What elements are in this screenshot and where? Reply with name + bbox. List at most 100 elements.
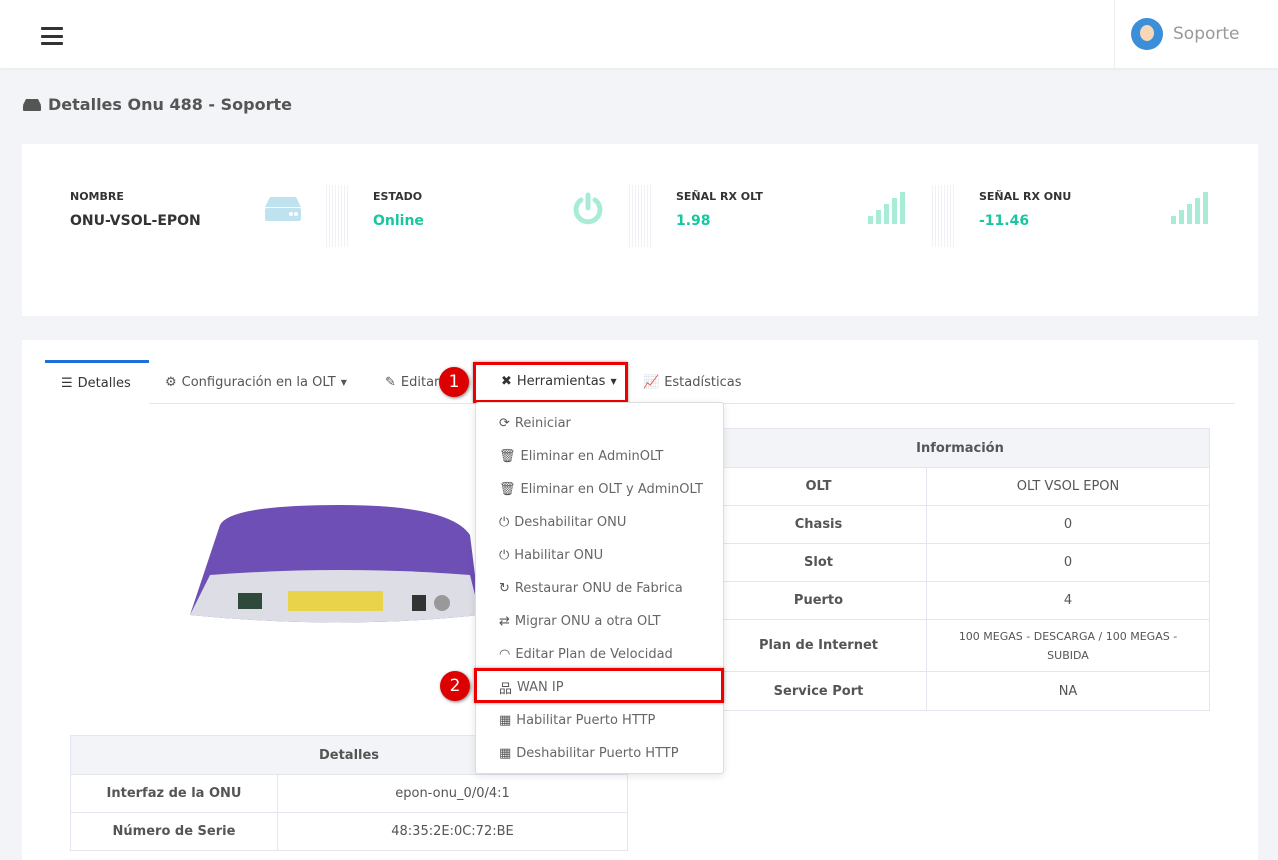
menu-item-label: Reiniciar [514, 416, 571, 431]
row-value: 4 [926, 581, 1210, 620]
row-value: 48:35:2E:0C:72:BE [277, 812, 628, 851]
menu-item-migrar-onu-a-otra-olt[interactable]: ⇄ Migrar ONU a otra OLT [476, 605, 723, 638]
tab-bar: ☰ Detalles ⚙ Configuración en la OLT ▼ ✎ Edi… [45, 360, 1235, 404]
power-icon [573, 192, 603, 225]
hdd-icon [265, 197, 301, 221]
exchange-icon: ⇄ [499, 614, 510, 629]
row-value: NA [926, 671, 1210, 711]
signal-icon [868, 192, 905, 224]
table-row: Chasis 0 [710, 505, 1210, 544]
menu-item-restaurar-onu-de-fabrica[interactable]: ↻ Restaurar ONU de Fabrica [476, 572, 723, 605]
row-key: Service Port [710, 671, 927, 711]
tab-detalles[interactable]: ☰ Detalles [45, 360, 149, 404]
menu-item-deshabilitar-puerto-http[interactable]: ▦ Deshabilitar Puerto HTTP [476, 737, 723, 770]
row-value: 0 [926, 543, 1210, 582]
redo-icon: ↻ [499, 581, 510, 596]
menu-item-deshabilitar-onu[interactable]: ⏻ Deshabilitar ONU [476, 506, 723, 539]
menu-item-label: Editar Plan de Velocidad [515, 647, 673, 662]
tab-label: Herramientas [516, 374, 606, 389]
tab-label: Estadísticas [664, 374, 742, 390]
power-icon: ⏻ [499, 515, 510, 530]
hdd-icon [23, 98, 41, 111]
menu-item-eliminar-en-olt-y-adminolt[interactable]: 🗑 Eliminar en OLT y AdminOLT [476, 473, 723, 506]
menu-item-label: Eliminar en AdminOLT [520, 449, 664, 464]
menu-icon[interactable] [41, 27, 63, 45]
menu-item-eliminar-en-adminolt[interactable]: 🗑 Eliminar en AdminOLT [476, 440, 723, 473]
stat-nombre: NOMBRE ONU-VSOL-EPON [70, 190, 330, 229]
chart-line-icon: 📈 [643, 374, 660, 390]
table-row: Service Port NA [710, 671, 1210, 711]
divider [932, 185, 954, 247]
caret-down-icon: ▼ [610, 377, 617, 386]
ethernet-icon: ▦ [499, 713, 512, 728]
power-icon: ⏻ [499, 548, 510, 563]
tab-label: Detalles [77, 376, 131, 391]
page-title-text: Detalles Onu 488 - Soporte [48, 95, 292, 114]
table-row: Interfaz de la ONU epon-onu_0/0/4:1 [70, 774, 628, 813]
row-key: OLT [710, 467, 927, 506]
stat-label: NOMBRE [70, 190, 124, 203]
table-row: OLT OLT VSOL EPON [710, 467, 1210, 506]
wifi-icon: ◠ [499, 647, 511, 662]
stat-value: ONU-VSOL-EPON [70, 213, 201, 229]
tab-label: Configuración en la OLT [181, 374, 336, 390]
page-title: Detalles Onu 488 - Soporte [22, 95, 292, 114]
menu-item-label: Habilitar Puerto HTTP [516, 713, 656, 728]
table-header: Información [710, 428, 1210, 468]
row-key: Puerto [710, 581, 927, 620]
avatar [1131, 18, 1163, 50]
stat-senal-rx-olt: SEÑAL RX OLT 1.98 [676, 190, 936, 229]
stat-estado: ESTADO Online [373, 190, 633, 229]
divider [326, 185, 348, 247]
row-key: Chasis [710, 505, 927, 544]
stat-label: ESTADO [373, 190, 423, 203]
tools-icon: ✖ [501, 374, 512, 389]
table-row: Slot 0 [710, 543, 1210, 582]
herramientas-dropdown: ⟳ Reiniciar 🗑 Eliminar en AdminOLT 🗑 Eliminar… [475, 402, 724, 774]
row-key: Interfaz de la ONU [70, 774, 278, 813]
menu-item-label: Habilitar ONU [514, 548, 604, 563]
menu-item-habilitar-puerto-http[interactable]: ▦ Habilitar Puerto HTTP [476, 704, 723, 737]
menu-item-label: WAN IP [517, 680, 564, 695]
menu-item-label: Restaurar ONU de Fabrica [514, 581, 683, 596]
menu-item-label: Eliminar en OLT y AdminOLT [520, 482, 703, 497]
refresh-icon: ⟳ [499, 416, 510, 431]
stat-label: SEÑAL RX ONU [979, 190, 1072, 203]
menu-item-habilitar-onu[interactable]: ⏻ Habilitar ONU [476, 539, 723, 572]
stat-senal-rx-onu: SEÑAL RX ONU -11.46 [979, 190, 1239, 229]
row-key: Plan de Internet [710, 619, 927, 672]
tab-herramientas[interactable]: ✖ Herramientas ▼ [489, 360, 629, 403]
stat-value: -11.46 [979, 213, 1030, 229]
user-menu[interactable]: Soporte [1114, 0, 1278, 68]
stat-value: Online [373, 213, 424, 229]
trash-icon: 🗑 [499, 482, 516, 497]
ethernet-icon: ▦ [499, 746, 512, 761]
menu-item-editar-plan-de-velocidad[interactable]: ◠ Editar Plan de Velocidad [476, 638, 723, 671]
divider [629, 185, 651, 247]
tab-estadisticas[interactable]: 📈 Estadísticas [643, 360, 741, 404]
signal-icon [1171, 192, 1208, 224]
menu-item-wan-ip[interactable]: 品 WAN IP [476, 671, 723, 704]
row-key: Slot [710, 543, 927, 582]
info-table: Información OLT OLT VSOL EPON Chasis 0 Slo… [710, 428, 1210, 711]
menu-item-label: Deshabilitar Puerto HTTP [516, 746, 679, 761]
user-name: Soporte [1173, 24, 1240, 44]
table-row: Número de Serie 48:35:2E:0C:72:BE [70, 812, 628, 851]
menu-item-label: Deshabilitar ONU [514, 515, 627, 530]
stat-label: SEÑAL RX OLT [676, 190, 763, 203]
row-value: OLT VSOL EPON [926, 467, 1210, 506]
tab-editar[interactable]: ✎ Editar [385, 360, 439, 404]
step-badge-2: 2 [440, 671, 470, 701]
trash-icon: 🗑 [499, 449, 516, 464]
menu-item-reiniciar[interactable]: ⟳ Reiniciar [476, 407, 723, 440]
highlight-herramientas [473, 362, 628, 403]
tab-configuracion-olt[interactable]: ⚙ Configuración en la OLT ▼ [165, 360, 347, 404]
top-bar: Soporte [0, 0, 1278, 68]
row-value: 0 [926, 505, 1210, 544]
step-badge-1: 1 [439, 367, 469, 397]
stat-value: 1.98 [676, 213, 711, 229]
gear-icon: ⚙ [165, 374, 177, 390]
row-value: 100 MEGAS - DESCARGA / 100 MEGAS - SUBID… [926, 619, 1210, 672]
menu-item-label: Migrar ONU a otra OLT [514, 614, 661, 629]
row-key: Número de Serie [70, 812, 278, 851]
